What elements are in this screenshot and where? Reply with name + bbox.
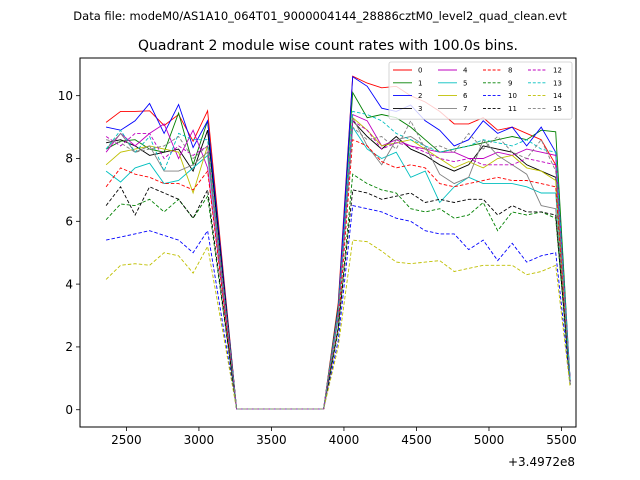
legend-label-12: 12	[553, 67, 562, 75]
legend-label-7: 7	[463, 105, 467, 113]
y-axis-ticks: 0 2 4 6 8 10	[58, 89, 80, 417]
legend-label-6: 6	[463, 92, 468, 100]
x-tick-label: 2500	[111, 433, 142, 447]
legend-label-8: 8	[508, 67, 512, 75]
legend-label-1: 1	[418, 79, 422, 87]
series-line-13	[105, 110, 571, 410]
legend-label-0: 0	[418, 67, 422, 75]
series-line-2	[106, 75, 571, 410]
y-tick-label: 4	[65, 277, 73, 291]
series-layer	[105, 75, 571, 410]
data-file-suptitle: Data file: modeM0/AS1A10_064T01_90000041…	[73, 9, 567, 23]
y-tick-label: 2	[65, 340, 73, 354]
x-tick-label: 3500	[256, 433, 287, 447]
series-line-11	[105, 185, 571, 410]
y-tick-label: 6	[65, 215, 73, 229]
legend-label-11: 11	[508, 105, 517, 113]
legend-label-9: 9	[508, 79, 512, 87]
series-line-14	[105, 239, 571, 410]
x-axis-offset-label: +3.4972e8	[508, 455, 575, 469]
x-tick-label: 3000	[184, 433, 215, 447]
axes-frame	[79, 57, 577, 428]
series-line-8	[105, 139, 571, 410]
y-tick-label: 8	[65, 152, 73, 166]
x-tick-label: 4000	[329, 433, 360, 447]
x-tick-label: 5000	[474, 433, 505, 447]
x-axis-ticks: 2500 3000 3500 4000 4500 5000 5500	[111, 427, 577, 447]
legend-label-14: 14	[553, 92, 562, 100]
legend-label-13: 13	[553, 79, 562, 87]
legend-label-2: 2	[418, 92, 422, 100]
legend-label-4: 4	[463, 67, 468, 75]
x-tick-label: 4500	[401, 433, 432, 447]
legend-label-15: 15	[553, 105, 562, 113]
legend-label-3: 3	[418, 105, 422, 113]
y-tick-label: 10	[58, 89, 73, 103]
legend-frame	[388, 61, 573, 120]
legend-label-5: 5	[463, 79, 467, 87]
series-line-15	[106, 119, 571, 410]
series-line-10	[106, 205, 571, 410]
chart-title: Quadrant 2 module wise count rates with …	[138, 38, 518, 54]
y-tick-label: 0	[65, 403, 73, 417]
legend-label-10: 10	[508, 92, 517, 100]
x-tick-label: 5500	[546, 433, 577, 447]
